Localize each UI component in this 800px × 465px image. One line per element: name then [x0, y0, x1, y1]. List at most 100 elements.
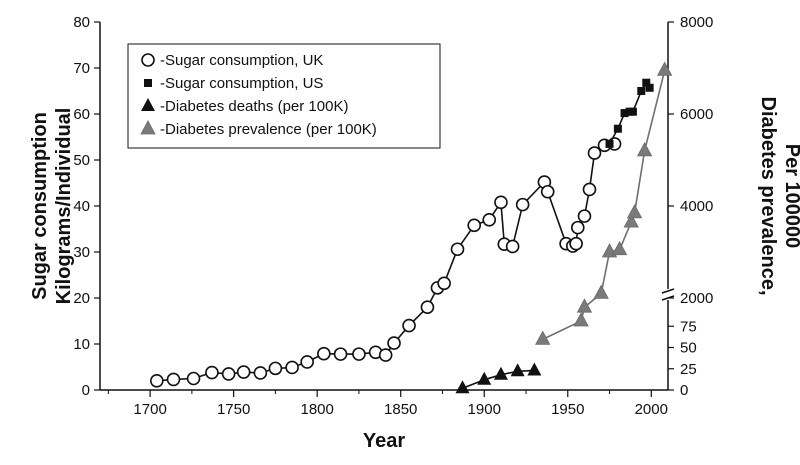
data-point [605, 139, 614, 148]
x-tick-label: 1800 [300, 401, 333, 418]
left-tick-label: 0 [82, 382, 90, 399]
data-point [570, 220, 585, 235]
series-3 [535, 61, 673, 345]
data-point [205, 365, 219, 380]
legend-label: -Sugar consumption, UK [160, 52, 323, 69]
data-point [593, 284, 609, 299]
data-point [186, 371, 201, 386]
left-tick-label: 20 [73, 290, 90, 307]
left-tick-label: 40 [73, 198, 90, 215]
data-point [628, 107, 637, 116]
legend: -Sugar consumption, UK -Sugar consumption… [127, 43, 441, 149]
right-upper-tick-label: 2000 [680, 290, 713, 307]
tick-labels: 0 10 20 30 40 50 60 70 80 1700 1750 1800 1850 1900 195… [73, 14, 713, 418]
data-point [656, 61, 673, 76]
right-upper-tick-label: 8000 [680, 14, 713, 31]
data-point [587, 146, 602, 160]
left-tick-label: 50 [73, 152, 90, 169]
series-line [542, 70, 666, 341]
right-lower-tick-label: 0 [680, 382, 688, 399]
data-point [576, 298, 593, 313]
legend-label: -Diabetes deaths (per 100K) [160, 98, 348, 115]
data-point [378, 348, 393, 362]
right-axis-title: Diabetes prevalence, Per 100000 [757, 97, 800, 296]
data-point [300, 355, 314, 369]
data-point [477, 371, 492, 385]
data-point [420, 300, 435, 315]
axis-titles: Year Sugar consumption Kilograms/Individua… [29, 97, 800, 453]
data-point [535, 330, 551, 345]
x-tick-label: 1950 [551, 401, 584, 418]
axes [94, 21, 675, 397]
left-tick-label: 30 [73, 244, 90, 261]
x-tick-label: 1750 [217, 401, 250, 418]
data-point [613, 124, 622, 133]
data-point [333, 347, 348, 361]
left-axis-title: Sugar consumption Kilograms/Individual [29, 108, 75, 305]
data-point [540, 184, 555, 199]
data-point [569, 236, 583, 251]
data-point [317, 346, 331, 361]
legend-marker [144, 79, 152, 87]
right-lower-tick-label: 75 [680, 318, 697, 335]
x-tick-label: 1700 [133, 401, 166, 418]
data-point [510, 363, 525, 377]
axis-break-mark [661, 288, 675, 294]
data-point [352, 347, 366, 361]
data-point [236, 365, 251, 379]
data-point [455, 380, 470, 394]
data-point [505, 239, 520, 254]
data-point [437, 276, 451, 291]
right-lower-tick-label: 25 [680, 361, 697, 378]
left-tick-label: 70 [73, 60, 90, 77]
data-point [527, 362, 542, 376]
data-point [636, 141, 653, 157]
data-point [626, 204, 643, 219]
legend-marker [141, 98, 155, 111]
legend-marker [140, 120, 156, 135]
data-point [623, 213, 639, 228]
data-point [582, 182, 597, 197]
data-point [573, 312, 589, 327]
right-lower-tick-label: 50 [680, 340, 697, 357]
data-point [402, 318, 416, 333]
x-tick-label: 1900 [468, 401, 501, 418]
series-2 [455, 362, 542, 394]
data-point [515, 197, 530, 212]
data-point [253, 366, 268, 380]
data-point [637, 87, 646, 95]
legend-box [127, 43, 441, 149]
right-upper-tick-label: 4000 [680, 198, 713, 215]
data-point [285, 360, 299, 375]
legend-label: -Diabetes prevalence (per 100K) [160, 121, 377, 138]
data-point [387, 336, 401, 350]
left-axis-title-line: Kilograms/Individual [53, 108, 75, 305]
x-tick-label: 1850 [384, 401, 417, 418]
data-point [268, 361, 283, 376]
legend-label: -Sugar consumption, US [160, 75, 323, 92]
right-axis-title-line: Diabetes prevalence, [757, 97, 779, 296]
left-tick-label: 60 [73, 106, 90, 123]
left-axis-title-line: Sugar consumption [29, 112, 51, 300]
data-point [150, 373, 164, 388]
data-point [611, 240, 628, 256]
x-axis-title: Year [363, 430, 405, 452]
data-point [450, 242, 465, 257]
data-point [620, 109, 629, 118]
data-point [467, 218, 482, 233]
left-tick-label: 80 [73, 14, 90, 31]
right-upper-tick-label: 6000 [680, 106, 713, 123]
data-point [577, 209, 592, 223]
data-point [482, 213, 497, 227]
data-point [494, 195, 508, 210]
data-point [642, 78, 651, 87]
data-point [645, 83, 654, 92]
series-layer [150, 61, 673, 394]
data-point [166, 372, 181, 387]
legend-marker [141, 53, 155, 67]
series-1 [605, 78, 654, 148]
x-tick-label: 2000 [635, 401, 668, 418]
left-tick-label: 10 [73, 336, 90, 353]
data-point [493, 366, 508, 380]
